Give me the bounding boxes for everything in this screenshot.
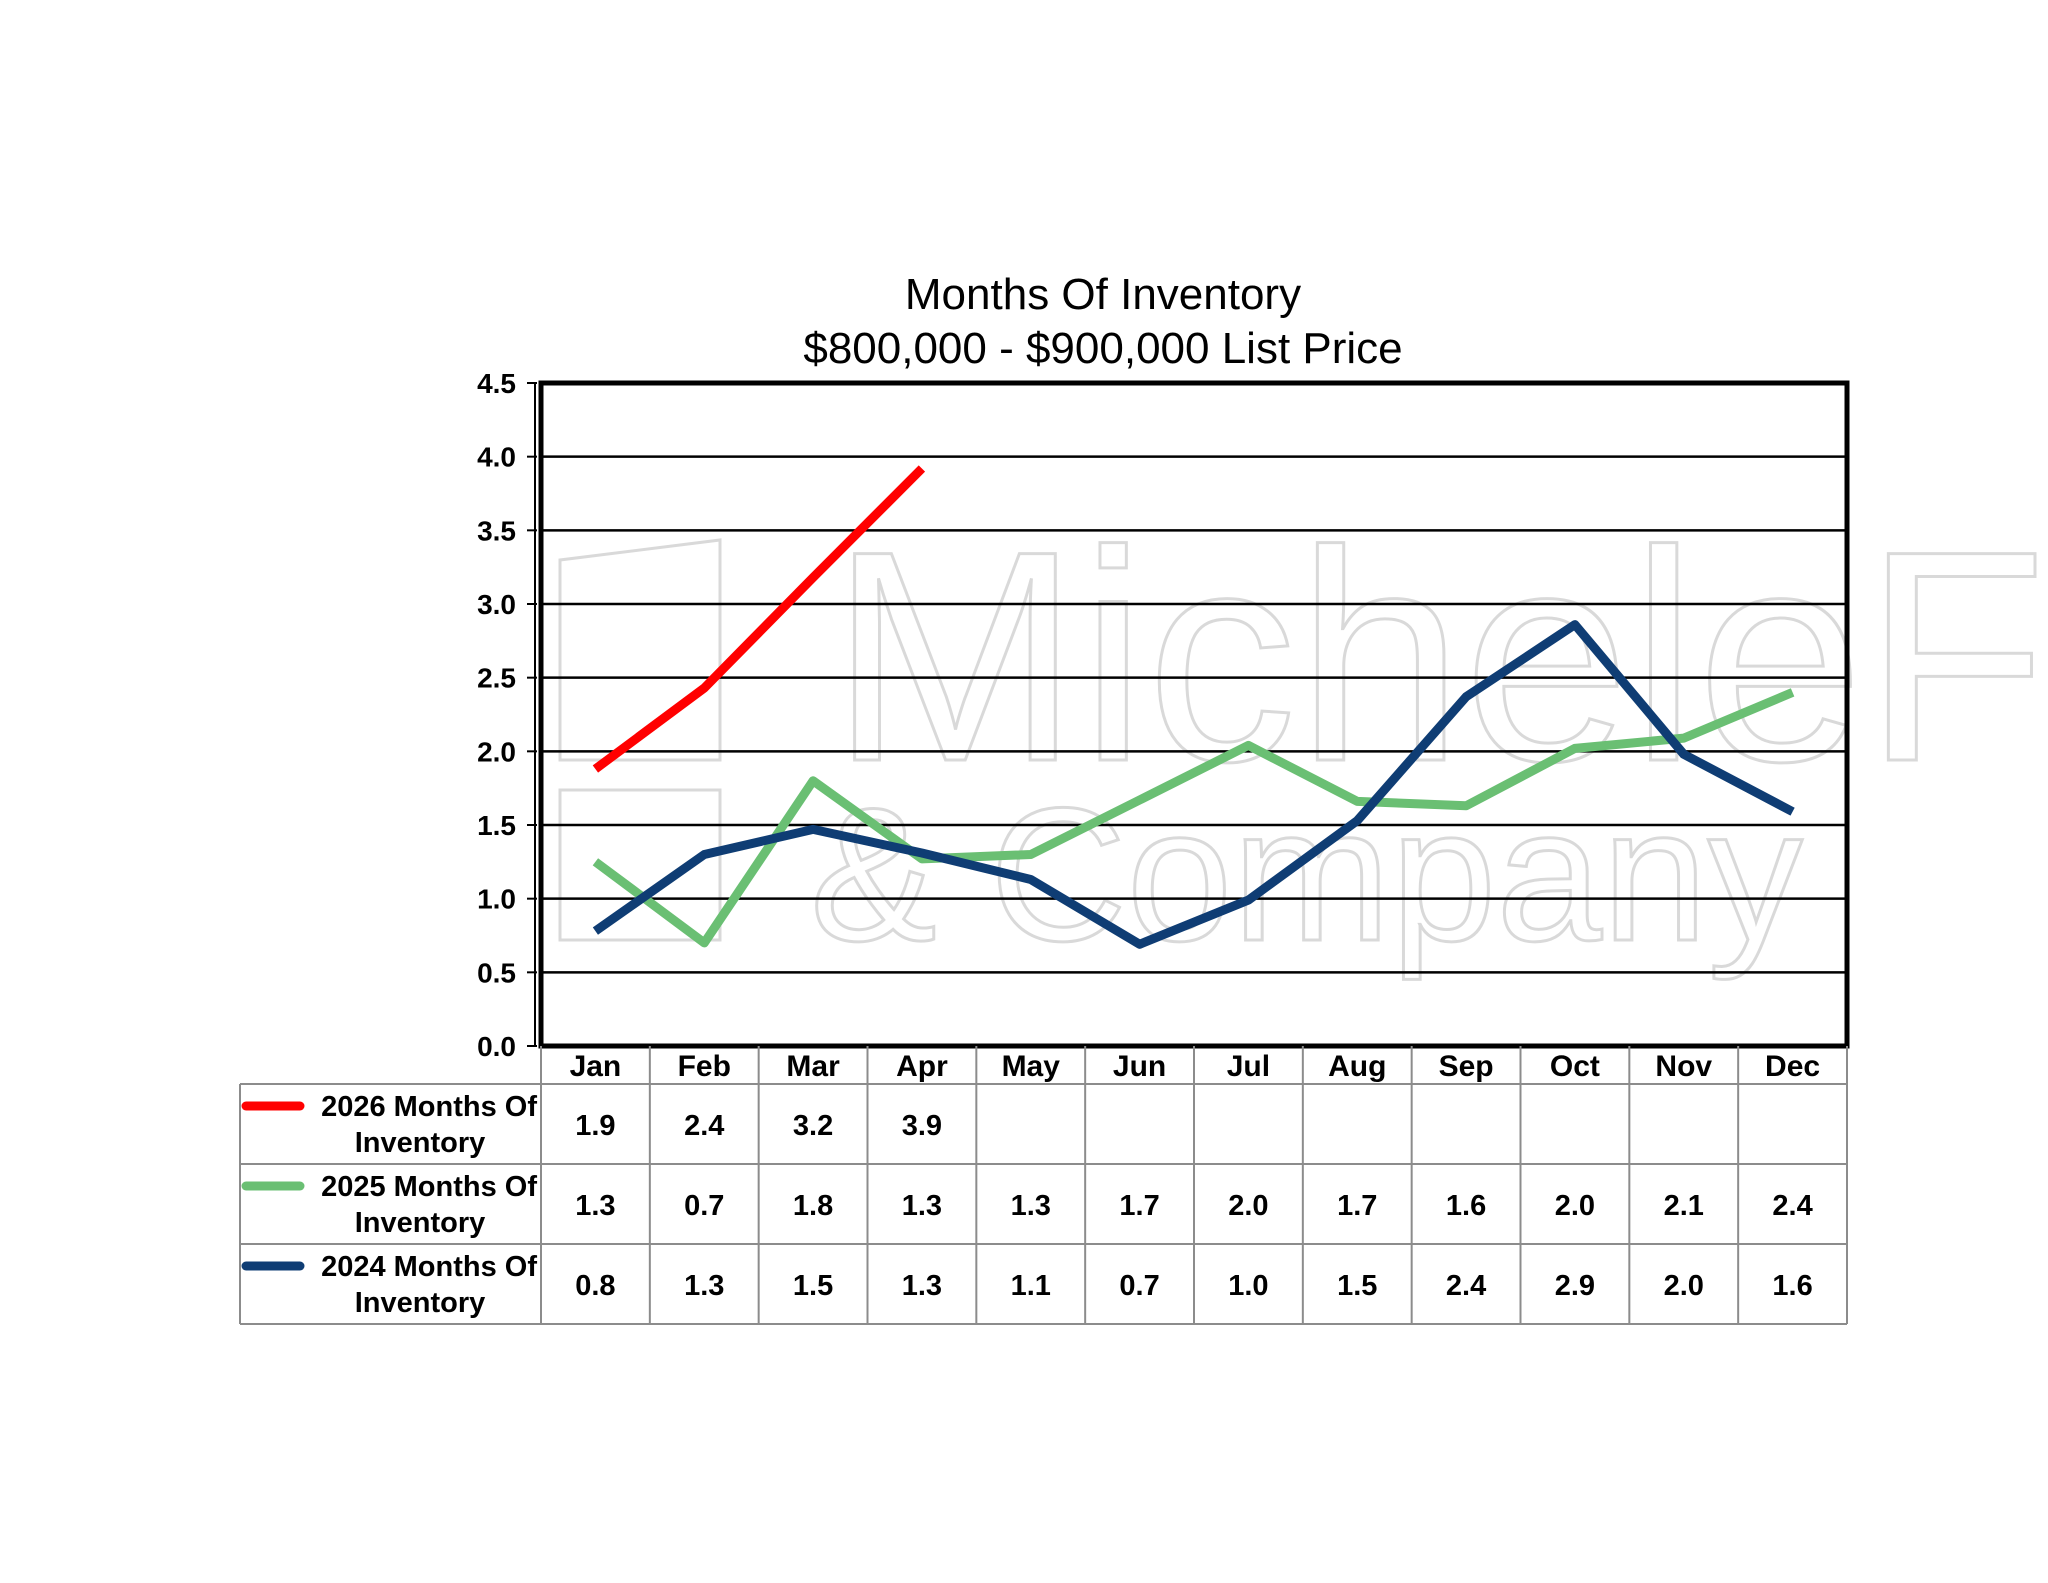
series-line-1: [592, 688, 1795, 948]
legend-label: 2025 Months Of: [321, 1171, 537, 1203]
series-line-2: [592, 620, 1795, 949]
data-label: 1.3: [1011, 1190, 1051, 1222]
x-category-label: Jun: [1113, 1050, 1166, 1083]
data-label: 1.6: [1446, 1190, 1486, 1222]
x-category-label: Jan: [570, 1050, 622, 1083]
x-category-label: Dec: [1765, 1050, 1820, 1083]
data-label: 2.4: [1446, 1270, 1486, 1302]
gridlines: [541, 455, 1847, 974]
data-label: 2.9: [1555, 1270, 1595, 1302]
data-label: 2.4: [684, 1110, 724, 1142]
data-label: 1.7: [1119, 1190, 1159, 1222]
y-tick-label: 2.0: [477, 736, 516, 767]
data-label: 1.0: [1228, 1270, 1268, 1302]
legend-label: 2026 Months Of: [321, 1091, 537, 1123]
watermark-house-icon: [558, 538, 722, 942]
data-label: 1.3: [902, 1270, 942, 1302]
y-tick-label: 4.0: [477, 442, 516, 473]
legend-label: Inventory: [355, 1127, 486, 1159]
data-label: 2.0: [1555, 1190, 1595, 1222]
data-label: 0.7: [1119, 1270, 1159, 1302]
legend-label: Inventory: [355, 1287, 486, 1319]
data-label: 1.6: [1772, 1270, 1812, 1302]
data-label: 1.8: [793, 1190, 833, 1222]
y-tick-label: 1.5: [477, 810, 516, 841]
data-label: 2.1: [1664, 1190, 1704, 1222]
data-label: 1.5: [793, 1270, 833, 1302]
x-category-label: May: [1002, 1050, 1061, 1083]
data-label: 2.0: [1664, 1270, 1704, 1302]
x-category-label: Aug: [1328, 1050, 1386, 1083]
data-label: 3.2: [793, 1110, 833, 1142]
y-tick-label: 1.0: [477, 884, 516, 915]
data-label: 0.7: [684, 1190, 724, 1222]
legend-label: Inventory: [355, 1207, 486, 1239]
chart-subtitle: $800,000 - $900,000 List Price: [803, 324, 1402, 373]
series-lines: [592, 465, 1795, 949]
data-label: 0.8: [575, 1270, 615, 1302]
y-tick-label: 0.5: [477, 957, 516, 988]
x-category-label: Jul: [1227, 1050, 1270, 1083]
y-tick-label: 3.5: [477, 515, 516, 546]
x-category-label: Feb: [678, 1050, 731, 1083]
x-category-label: Apr: [896, 1050, 948, 1083]
series-line-0: [592, 465, 926, 773]
chart-title: Months Of Inventory: [905, 270, 1301, 319]
y-tick-label: 2.5: [477, 663, 516, 694]
data-label: 3.9: [902, 1110, 942, 1142]
y-tick-label: 0.0: [477, 1031, 516, 1062]
data-label: 2.0: [1228, 1190, 1268, 1222]
data-label: 1.3: [575, 1190, 615, 1222]
data-label: 1.7: [1337, 1190, 1377, 1222]
y-axis: 0.0 0.5 1.0 1.5 2.0 2.5 3.0 3.5 4.0 4.5: [477, 368, 537, 1062]
legend-label: 2024 Months Of: [321, 1251, 537, 1283]
data-table: Jan Feb Mar Apr May Jun Jul Aug Sep Oct Nov Dec 2026…: [239, 1046, 1848, 1325]
x-category-label: Mar: [786, 1050, 840, 1083]
data-label: 1.9: [575, 1110, 615, 1142]
data-label: 1.3: [684, 1270, 724, 1302]
data-label: 1.3: [902, 1190, 942, 1222]
y-tick-label: 4.5: [477, 368, 516, 399]
x-category-label: Oct: [1550, 1050, 1600, 1083]
data-label: 2.4: [1772, 1190, 1812, 1222]
watermark-text-sub: & Company: [810, 769, 1803, 981]
x-category-label: Sep: [1439, 1050, 1494, 1083]
data-label: 1.5: [1337, 1270, 1377, 1302]
x-category-label: Nov: [1655, 1050, 1712, 1083]
y-tick-label: 3.0: [477, 589, 516, 620]
data-label: 1.1: [1011, 1270, 1051, 1302]
